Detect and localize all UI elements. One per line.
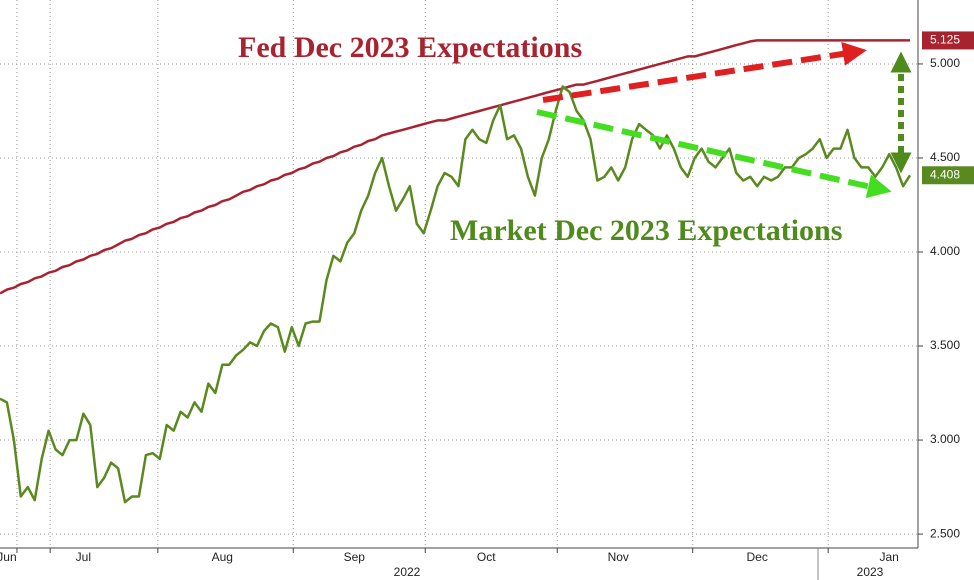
x-tick-label: Oct <box>477 550 496 564</box>
y-tick-label: 2.500 <box>930 526 960 540</box>
market-annotation: Market Dec 2023 Expectations <box>450 214 842 247</box>
end-value-box <box>922 31 974 50</box>
y-tick-label: 4.500 <box>930 150 960 164</box>
x-tick-label: Sep <box>344 550 366 564</box>
end-value-label: 5.125 <box>930 33 960 47</box>
y-tick-label: 5.000 <box>930 56 960 70</box>
x-tick-label: Nov <box>608 550 629 564</box>
fed-annotation: Fed Dec 2023 Expectations <box>238 31 582 64</box>
market-trend-arrow <box>536 109 892 199</box>
series-line <box>0 85 912 504</box>
year-label: 2022 <box>394 565 421 579</box>
grid <box>0 0 918 548</box>
y-tick-label: 3.000 <box>930 432 960 446</box>
end-value-label: 4.408 <box>930 167 960 181</box>
series-line <box>0 39 910 295</box>
x-tick-label: Jan <box>879 550 898 564</box>
y-tick-label: 4.000 <box>930 244 960 258</box>
x-tick-label: Dec <box>747 550 768 564</box>
y-tick-label: 3.500 <box>930 338 960 352</box>
x-tick-label: Jul <box>76 550 91 564</box>
end-value-box <box>922 166 974 185</box>
x-tick-label: Aug <box>212 550 233 564</box>
x-tick-label: Jun <box>0 550 17 564</box>
lines <box>0 39 912 504</box>
fed-trend-arrow <box>542 41 867 103</box>
year-label: 2023 <box>857 565 884 579</box>
